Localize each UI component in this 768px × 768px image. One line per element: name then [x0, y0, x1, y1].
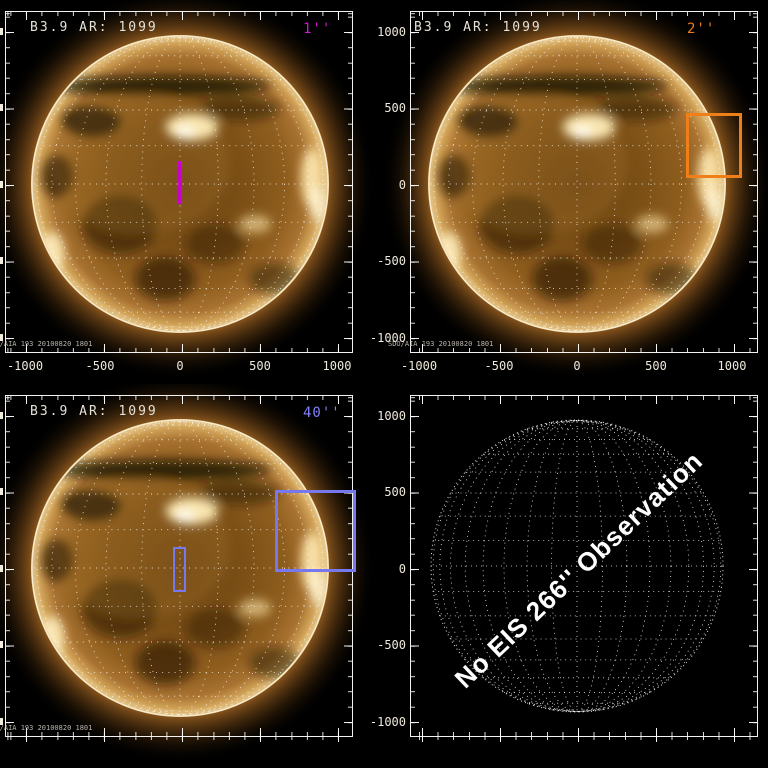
image-credit-text: SDO/AIA 193 20100820 1801 — [0, 340, 93, 348]
eis-fov-box-small-overlay — [173, 547, 186, 592]
tick-strip — [411, 396, 757, 404]
y-tick-label: -500 — [377, 254, 406, 268]
panel-title: B3.9 AR: 1099 — [30, 20, 158, 35]
tick-strip — [6, 732, 352, 736]
tick-strip — [411, 396, 419, 736]
x-tick-label: -500 — [85, 359, 115, 373]
tick-strip — [348, 12, 352, 352]
clipped-y-label — [0, 104, 3, 111]
tick-strip — [411, 396, 757, 400]
clipped-y-label — [0, 641, 3, 648]
x-tick-label: 0 — [176, 359, 184, 373]
x-tick-label: 500 — [249, 359, 271, 373]
y-tick-label: 1000 — [377, 409, 406, 423]
clipped-y-label — [0, 718, 3, 725]
tick-strip — [6, 12, 10, 352]
tick-strip — [411, 12, 419, 352]
tick-strip — [6, 396, 352, 404]
tick-strip — [6, 12, 352, 20]
slit-resolution-label: 1'' — [303, 21, 332, 37]
y-tick-label: 500 — [384, 101, 406, 115]
x-tick-label: 1000 — [322, 359, 352, 373]
x-tick-label: -1000 — [400, 359, 438, 373]
tick-strip — [6, 348, 352, 352]
tick-strip — [6, 396, 352, 400]
clipped-y-label — [0, 334, 3, 341]
tick-strip — [411, 728, 757, 736]
panel-eis-1arcsec: B3.9 AR: 1099 1'' SDO/AIA 193 20100820 1… — [0, 0, 384, 384]
x-tick-label: 1000 — [717, 359, 747, 373]
slit-resolution-label: 2'' — [687, 21, 716, 37]
eis-fov-box-overlay — [686, 113, 742, 178]
clipped-y-label — [0, 257, 3, 264]
tick-strip — [749, 396, 757, 736]
y-tick-label: -500 — [377, 638, 406, 652]
tick-strip — [411, 12, 757, 16]
x-tick-label: -1000 — [6, 359, 44, 373]
y-tick-label: -1000 — [369, 715, 406, 729]
clipped-y-label — [0, 181, 3, 188]
x-tick-label: 0 — [573, 359, 581, 373]
eis-fov-box-large-overlay — [275, 490, 356, 572]
tick-strip — [344, 12, 352, 352]
panel-eis-2arcsec: B3.9 AR: 1099 2'' SDO/AIA 193 20100820 1… — [370, 0, 768, 384]
x-tick-label: -500 — [484, 359, 514, 373]
tick-strip — [749, 12, 757, 352]
tick-strip — [411, 12, 415, 352]
tick-strip — [411, 348, 757, 352]
clipped-y-label — [0, 28, 3, 35]
y-tick-label: 500 — [384, 485, 406, 499]
clipped-y-label — [0, 412, 3, 419]
eis-slit-overlay — [178, 161, 181, 204]
clipped-y-label — [0, 488, 3, 495]
tick-strip — [753, 396, 757, 736]
y-tick-label: 1000 — [377, 25, 406, 39]
tick-strip — [753, 12, 757, 352]
tick-strip — [411, 396, 415, 736]
clipped-y-label — [0, 565, 3, 572]
y-tick-label: -1000 — [369, 331, 406, 345]
tick-strip — [6, 396, 14, 736]
y-tick-label: 0 — [398, 178, 406, 192]
panel-no-observation: 1000 500 0 -500 -1000 No EIS 266'' Obser… — [370, 384, 768, 768]
tick-strip — [6, 396, 10, 736]
slit-resolution-label: 40'' — [303, 405, 341, 421]
y-tick-label: 0 — [398, 562, 406, 576]
tick-strip — [411, 732, 757, 736]
panel-title: B3.9 AR: 1099 — [414, 20, 542, 35]
x-tick-label: 500 — [645, 359, 667, 373]
tick-strip — [6, 12, 14, 352]
image-credit-text: SDO/AIA 193 20100820 1801 — [0, 724, 93, 732]
axis-frame — [410, 11, 758, 353]
tick-strip — [411, 12, 757, 20]
panel-title: B3.9 AR: 1099 — [30, 404, 158, 419]
tick-strip — [6, 12, 352, 16]
panel-eis-40arcsec: B3.9 AR: 1099 40'' SDO/AIA 193 20100820 … — [0, 384, 384, 768]
